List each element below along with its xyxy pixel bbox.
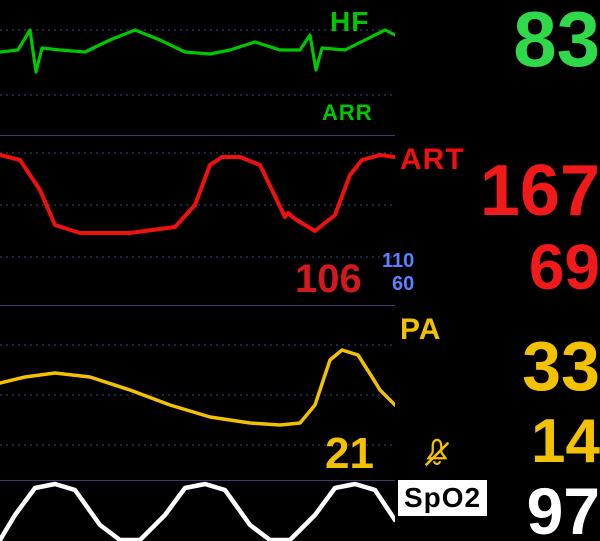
row-spo2: SpO2 97: [0, 480, 600, 541]
art-systolic: 167: [400, 155, 600, 227]
row-art: ART 167 69 106 110 60: [0, 135, 600, 305]
alarm-muted-icon: [420, 437, 454, 471]
row-hf: HF ARR 83: [0, 0, 600, 135]
spo2-value: 97: [400, 478, 600, 541]
art-mean: 106: [295, 257, 362, 302]
spo2-waveform: [0, 480, 395, 541]
art-range-top: 110: [382, 250, 414, 273]
art-diastolic: 69: [400, 235, 600, 299]
spo2-waveform-area: [0, 480, 395, 541]
row-pa: PA 33 14 21: [0, 305, 600, 480]
pa-systolic: 33: [400, 331, 600, 401]
hf-value: 83: [400, 0, 600, 85]
pa-mean: 21: [325, 429, 374, 479]
vital-signs-monitor: HF ARR 83 ART 167 69 106 110 60 PA 33 14…: [0, 0, 600, 541]
arr-label: ARR: [322, 100, 373, 126]
hf-label: HF: [330, 6, 369, 38]
art-range-bottom: 60: [392, 273, 414, 296]
